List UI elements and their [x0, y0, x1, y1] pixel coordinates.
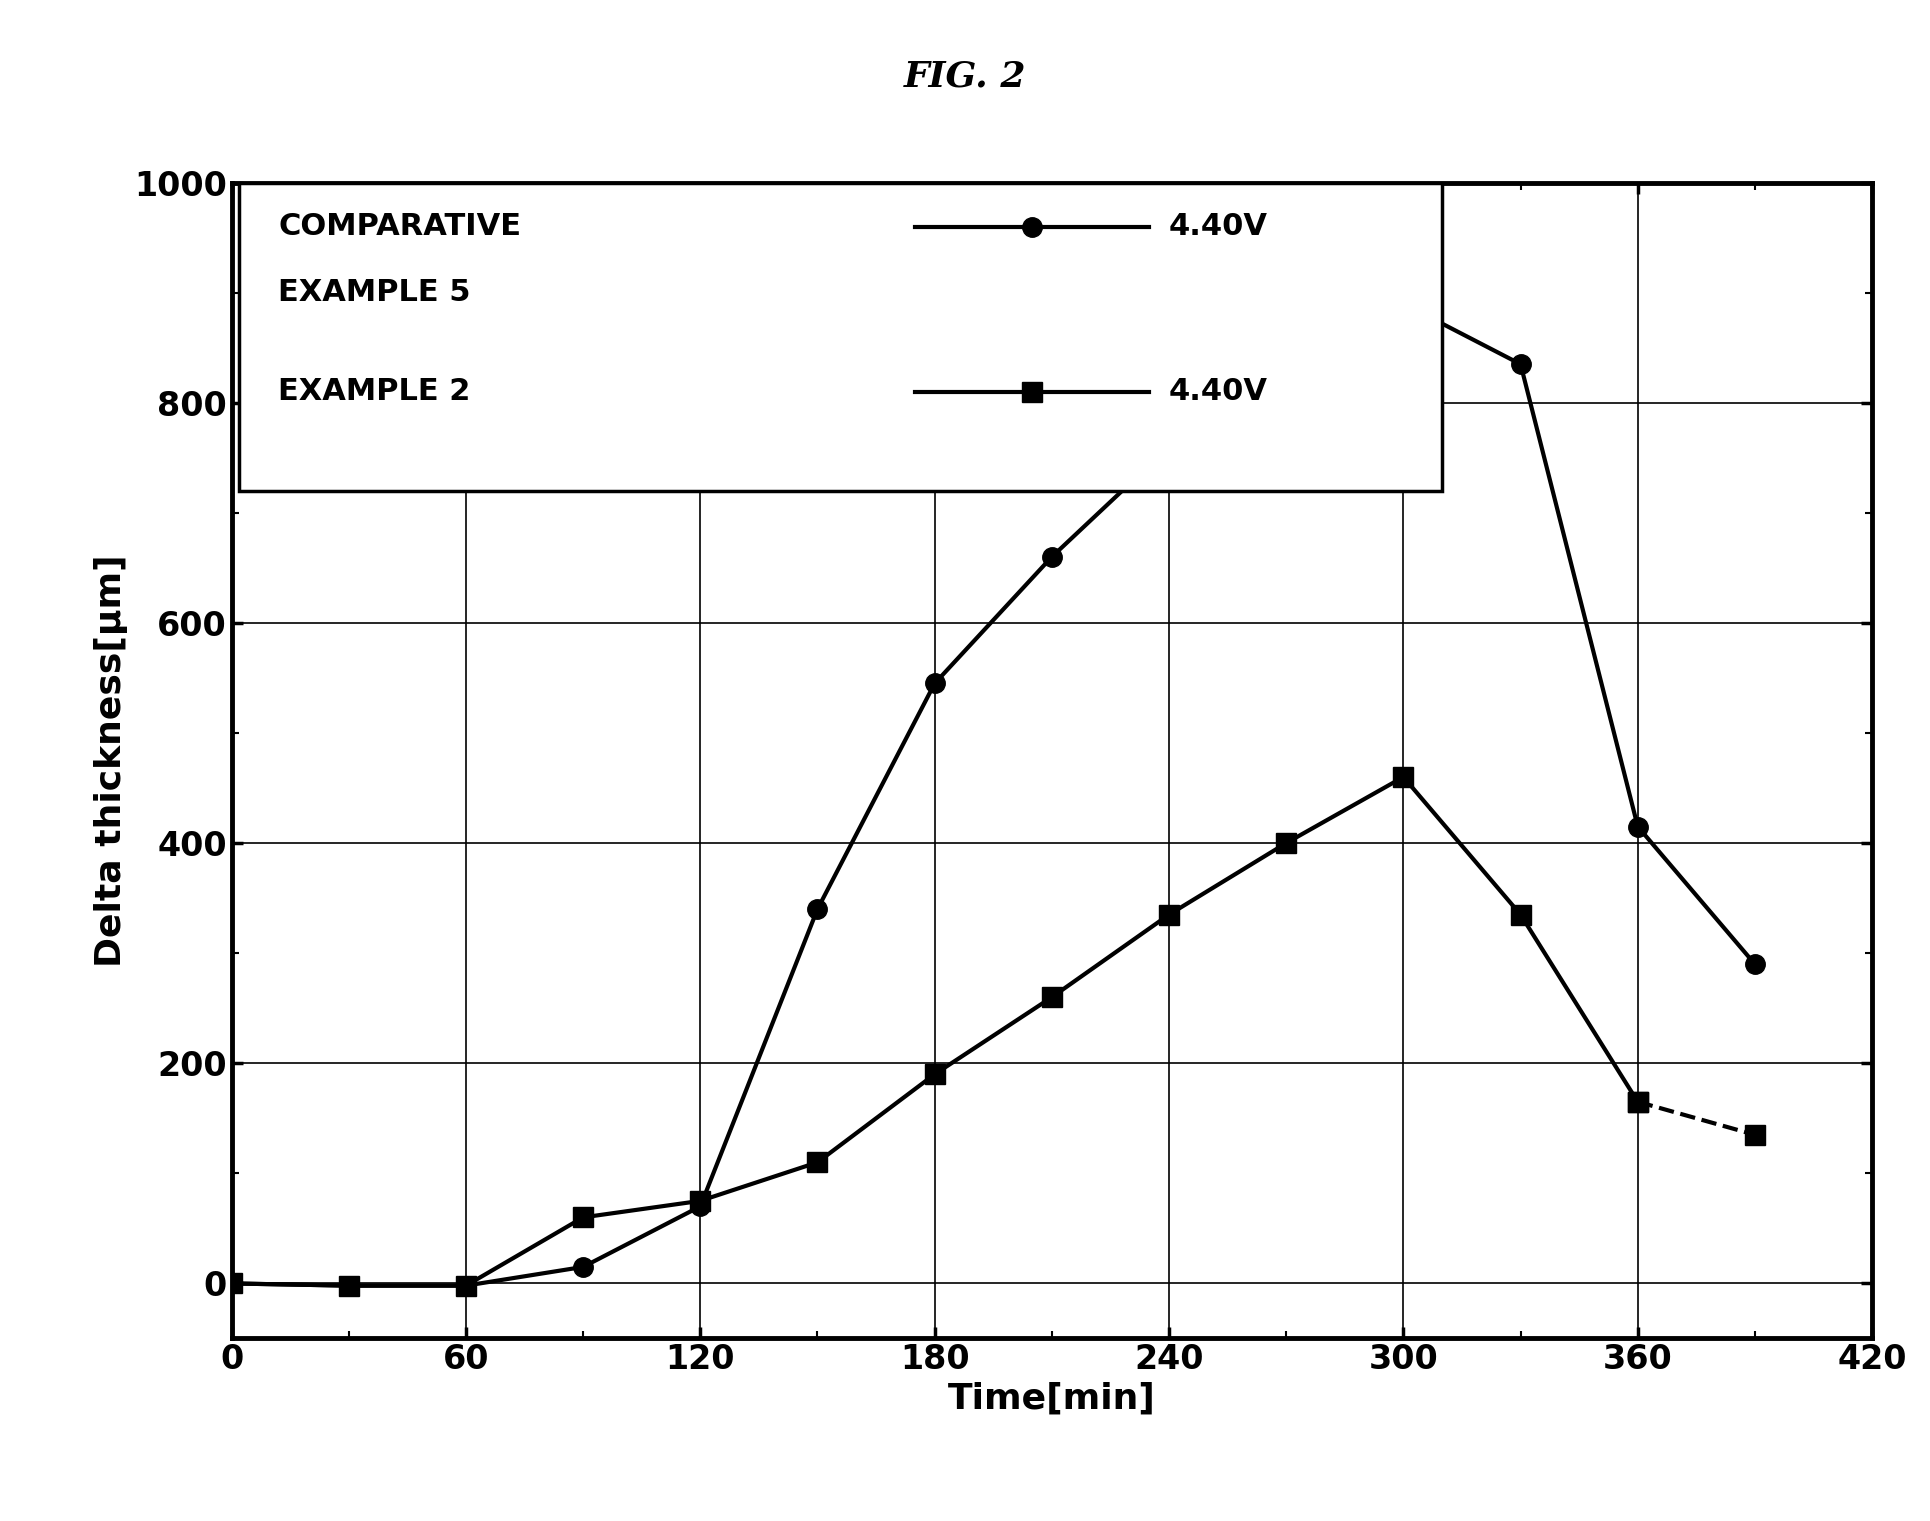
Text: EXAMPLE 5: EXAMPLE 5 — [278, 278, 471, 307]
Text: COMPARATIVE: COMPARATIVE — [278, 211, 521, 240]
Text: FIG. 2: FIG. 2 — [903, 59, 1027, 93]
Y-axis label: Delta thickness[μm]: Delta thickness[μm] — [95, 554, 127, 967]
Text: 4.40V: 4.40V — [1170, 211, 1268, 240]
X-axis label: Time[min]: Time[min] — [948, 1383, 1156, 1416]
Text: 4.40V: 4.40V — [1170, 377, 1268, 406]
Text: EXAMPLE 2: EXAMPLE 2 — [278, 377, 471, 406]
Bar — [239, 183, 1442, 491]
